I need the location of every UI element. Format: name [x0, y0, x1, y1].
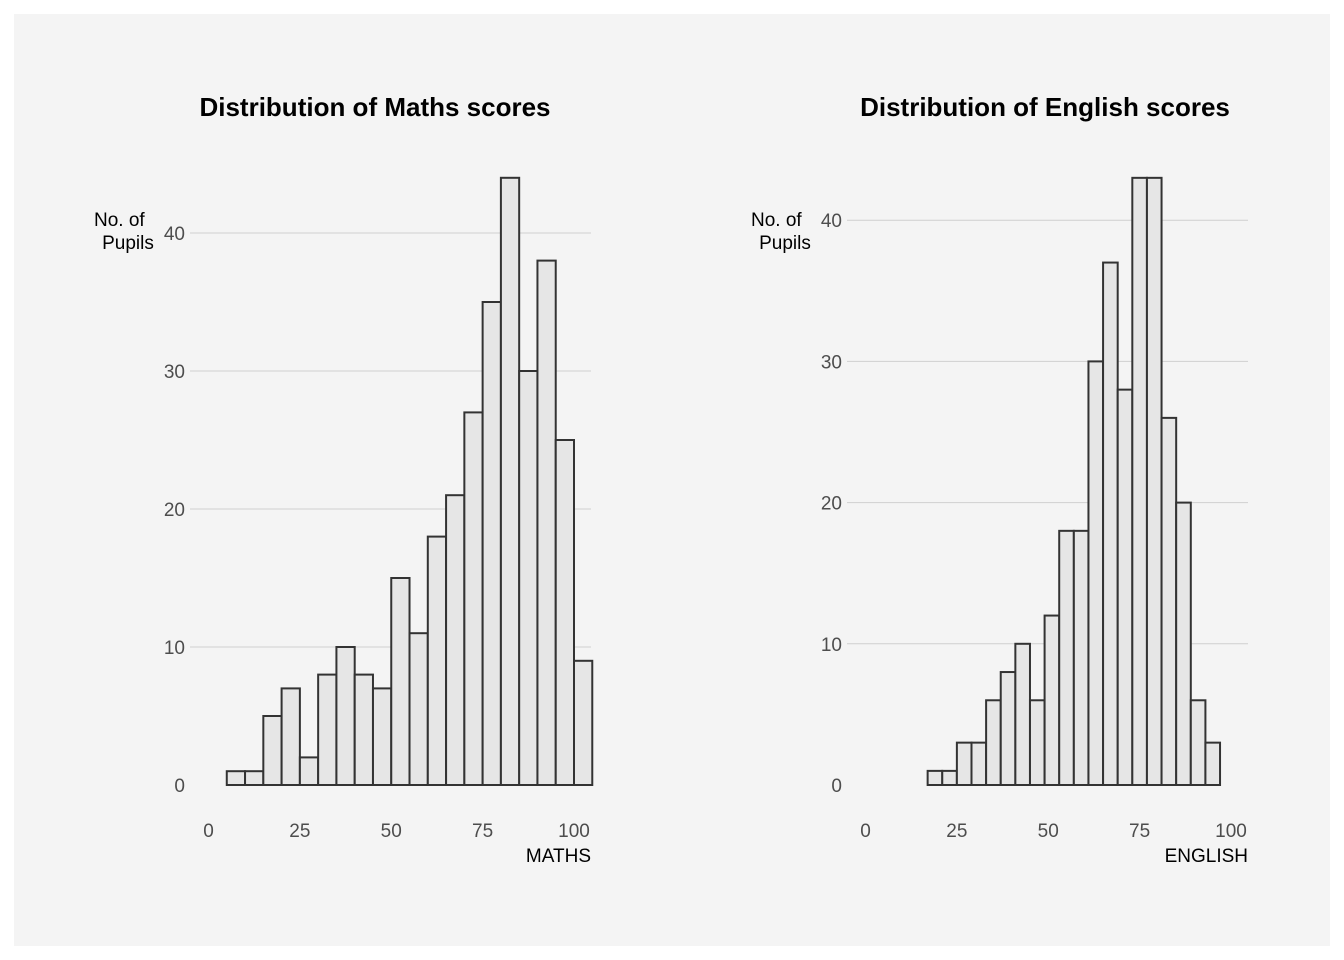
histogram-bar — [999, 671, 1017, 786]
y-axis-label: No. of Pupils — [94, 210, 154, 254]
histogram-bar — [408, 632, 429, 787]
x-axis-label: ENGLISH — [1165, 846, 1248, 867]
histogram-bar — [317, 673, 338, 786]
histogram-bar — [262, 715, 283, 786]
y-tick-label: 30 — [821, 352, 842, 373]
chart-title: Distribution of English scores — [860, 92, 1230, 122]
histogram-bar — [244, 770, 265, 787]
x-tick-label: 50 — [1038, 821, 1059, 842]
histogram-bar — [298, 756, 320, 787]
x-tick-label: 75 — [1129, 821, 1150, 842]
histogram-bar — [353, 673, 374, 786]
x-tick-label: 100 — [1215, 821, 1247, 842]
histogram-bar — [1116, 388, 1134, 786]
histogram-bar — [225, 770, 247, 787]
y-tick-label: 20 — [164, 500, 185, 521]
x-tick-label: 25 — [289, 821, 310, 842]
histogram-bar — [970, 741, 988, 787]
chart-title: Distribution of Maths scores — [199, 92, 550, 122]
x-tick-label: 50 — [381, 821, 402, 842]
y-tick-label: 20 — [821, 494, 842, 515]
maths-histogram: Distribution of Maths scores 0 10 20 30 40 0… — [94, 92, 594, 867]
y-axis-label: No. of Pupils — [751, 210, 811, 254]
x-tick-label: 75 — [472, 821, 493, 842]
histogram-bar — [335, 646, 356, 786]
histogram-bar — [371, 687, 393, 787]
english-histogram: Distribution of English scores 0 10 20 30 40… — [751, 92, 1248, 867]
y-tick-label: 0 — [174, 776, 185, 797]
histogram-bar — [1014, 642, 1031, 786]
histogram-bar — [1028, 699, 1046, 787]
histogram-bar — [518, 370, 539, 786]
histogram-bar — [280, 687, 301, 787]
x-tick-label: 0 — [860, 821, 871, 842]
histogram-bar — [1102, 261, 1119, 786]
histogram-bar — [955, 741, 973, 787]
histogram-bar — [426, 535, 448, 786]
histogram-bar — [1072, 529, 1090, 787]
histogram-bar — [1043, 614, 1061, 786]
y-tick-label: 40 — [164, 224, 185, 245]
x-tick-label: 25 — [946, 821, 967, 842]
x-tick-label: 100 — [558, 821, 590, 842]
histogram-bar — [1189, 699, 1207, 787]
histogram-bar — [1204, 741, 1222, 787]
histogram-bar — [481, 301, 502, 786]
histogram-bar — [463, 411, 484, 786]
histogram-bar — [1131, 176, 1148, 786]
histogram-bar — [499, 176, 521, 787]
x-tick-label: 0 — [203, 821, 214, 842]
histogram-bar — [1058, 529, 1075, 787]
y-tick-label: 30 — [164, 362, 185, 383]
y-tick-label: 0 — [831, 776, 842, 797]
histogram-bar — [926, 769, 944, 787]
x-axis-label: MATHS — [526, 846, 591, 867]
histogram-bar — [1145, 176, 1163, 786]
histogram-bar — [1087, 360, 1105, 786]
histogram-bar — [1175, 501, 1192, 786]
histogram-bar — [536, 259, 557, 787]
histogram-bar — [554, 439, 575, 786]
histogram-bar — [573, 659, 594, 786]
histogram-bar — [390, 577, 411, 786]
y-tick-label: 10 — [164, 638, 185, 659]
histogram-bar — [445, 494, 466, 786]
histogram-bar — [1160, 416, 1178, 786]
y-tick-label: 10 — [821, 635, 842, 656]
y-tick-label: 40 — [821, 211, 842, 232]
histogram-bar — [985, 699, 1002, 787]
histogram-bar — [941, 769, 958, 787]
